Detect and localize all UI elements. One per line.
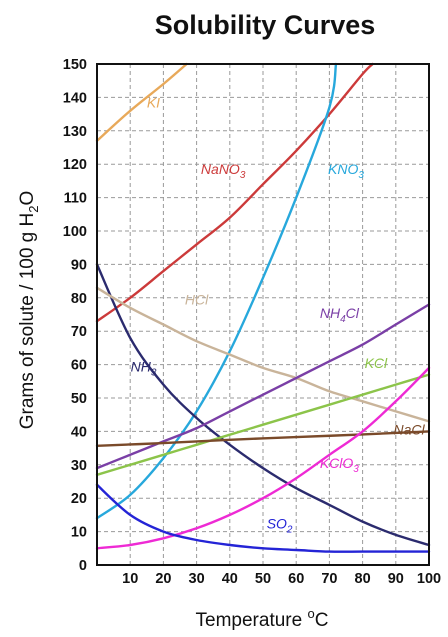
y-axis-label: Grams of solute / 100 g H2O xyxy=(17,191,41,430)
series-label-subscript: 2 xyxy=(286,524,293,535)
series-line-kno3 xyxy=(95,62,338,520)
series-label-kno3: KNO3 xyxy=(328,161,364,181)
x-tick-label: 80 xyxy=(355,571,371,587)
y-tick-label: 100 xyxy=(63,224,87,240)
series-label-text: HCl xyxy=(185,291,209,307)
series-label-text: KCl xyxy=(365,355,388,371)
series-label-subscript: 3 xyxy=(240,170,246,181)
y-axis-label-main: Grams of solute / 100 g H xyxy=(17,213,38,430)
series-label-subscript: 3 xyxy=(358,170,364,181)
y-axis-ticks: 0 10 20 30 40 50 60 70 80 90 100 110 120 130 140 150 xyxy=(63,57,87,574)
y-axis-label-sub: 2 xyxy=(26,206,41,213)
series-label-hcl: HCl xyxy=(185,291,209,307)
series-label-text: NaCl xyxy=(394,422,426,438)
x-axis-label: Temperature oC xyxy=(196,606,329,631)
x-axis-label-main: Temperature xyxy=(196,610,308,631)
y-tick-label: 150 xyxy=(63,57,87,73)
x-tick-label: 30 xyxy=(189,571,205,587)
y-tick-label: 70 xyxy=(71,324,87,340)
series-label-subscript: 4 xyxy=(340,314,346,325)
x-tick-label: 90 xyxy=(388,571,404,587)
x-tick-label: 50 xyxy=(255,571,271,587)
series-label-so2: SO2 xyxy=(267,515,293,535)
series-label-kclo3: KClO3 xyxy=(320,455,359,475)
series-label-nh4cl: NH4Cl xyxy=(320,305,360,325)
chart-title: Solubility Curves xyxy=(155,10,376,40)
series-label-text: KClO xyxy=(320,455,354,471)
series-line-nacl xyxy=(95,430,431,447)
series-line-so2 xyxy=(95,483,431,553)
series-label-subscript: 3 xyxy=(353,464,359,475)
series-curves xyxy=(95,62,431,553)
x-tick-label: 20 xyxy=(155,571,171,587)
series-label-text: KNO xyxy=(328,161,358,177)
series-label-nh3: NH3 xyxy=(131,358,157,378)
y-tick-label: 80 xyxy=(71,291,87,307)
y-tick-label: 90 xyxy=(71,257,87,273)
x-axis-ticks: 10 20 30 40 50 60 70 80 90 100 xyxy=(122,571,441,587)
plot-frame xyxy=(96,63,430,566)
grid-lines xyxy=(97,64,429,565)
y-tick-label: 0 xyxy=(79,558,87,574)
series-line-hcl xyxy=(95,286,431,423)
series-label-text: NH xyxy=(131,358,152,374)
series-line-kclo3 xyxy=(95,366,431,550)
y-tick-label: 10 xyxy=(71,525,87,541)
y-axis-label-rest: O xyxy=(17,191,38,206)
x-tick-label: 60 xyxy=(288,571,304,587)
series-label-text: KI xyxy=(147,94,160,110)
series-label-subscript: 3 xyxy=(151,367,157,378)
series-line-nh4cl xyxy=(95,303,431,470)
y-tick-label: 120 xyxy=(63,157,87,173)
x-tick-label: 40 xyxy=(222,571,238,587)
y-tick-label: 60 xyxy=(71,358,87,374)
series-line-nano3 xyxy=(95,62,374,323)
y-tick-label: 130 xyxy=(63,124,87,140)
y-tick-label: 110 xyxy=(64,191,87,207)
x-tick-label: 70 xyxy=(321,571,337,587)
series-label-text: SO xyxy=(267,515,287,531)
x-tick-label: 10 xyxy=(122,571,138,587)
y-tick-label: 20 xyxy=(71,491,87,507)
y-tick-label: 140 xyxy=(63,90,87,106)
series-line-kcl xyxy=(95,373,431,476)
series-label-text-rest: Cl xyxy=(346,305,360,321)
y-tick-label: 50 xyxy=(71,391,87,407)
series-label-kcl: KCl xyxy=(365,355,388,371)
series-label-nano3: NaNO3 xyxy=(201,161,246,181)
series-label-text: NH xyxy=(320,305,341,321)
y-tick-label: 40 xyxy=(71,424,87,440)
y-tick-label: 30 xyxy=(71,458,87,474)
series-label-nacl: NaCl xyxy=(394,422,426,438)
x-axis-label-sup: o xyxy=(307,606,314,621)
x-axis-label-rest: C xyxy=(315,610,329,631)
series-label-ki: KI xyxy=(147,94,160,110)
series-line-nh3 xyxy=(95,263,431,547)
series-line-ki xyxy=(95,62,188,142)
x-tick-label: 100 xyxy=(417,571,441,587)
series-label-text: NaNO xyxy=(201,161,240,177)
